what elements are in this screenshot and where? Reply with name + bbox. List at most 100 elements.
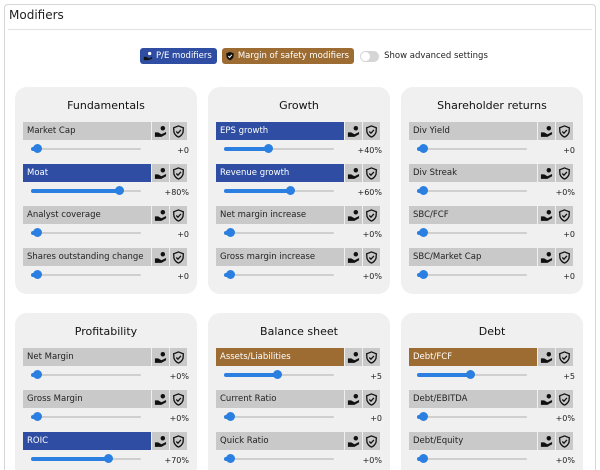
pe-modifier-button[interactable] xyxy=(538,432,555,450)
slider-thumb[interactable] xyxy=(418,144,428,153)
slider-thumb[interactable] xyxy=(418,228,428,237)
modifier-slider[interactable] xyxy=(31,454,141,463)
mos-modifier-button[interactable] xyxy=(170,432,187,450)
modifier-label[interactable]: Gross margin increase xyxy=(216,248,344,266)
mos-modifier-button[interactable] xyxy=(556,248,573,266)
pe-modifier-button[interactable] xyxy=(538,164,555,182)
modifier-label[interactable]: Div Streak xyxy=(409,164,537,182)
modifier-slider[interactable] xyxy=(417,370,527,379)
slider-thumb[interactable] xyxy=(272,370,282,379)
mos-modifier-button[interactable] xyxy=(556,390,573,408)
mos-modifier-button[interactable] xyxy=(363,248,380,266)
modifier-label[interactable]: Debt/EBITDA xyxy=(409,390,537,408)
modifier-label[interactable]: Shares outstanding change xyxy=(23,248,151,266)
pe-modifier-button[interactable] xyxy=(345,164,362,182)
mos-modifier-button[interactable] xyxy=(363,432,380,450)
mos-modifier-button[interactable] xyxy=(363,206,380,224)
mos-modifier-button[interactable] xyxy=(170,164,187,182)
modifier-label[interactable]: Div Yield xyxy=(409,122,537,140)
slider-thumb[interactable] xyxy=(104,454,113,463)
pe-modifier-button[interactable] xyxy=(345,248,362,266)
slider-thumb[interactable] xyxy=(418,412,428,421)
modifier-slider[interactable] xyxy=(224,186,334,195)
pe-modifier-button[interactable] xyxy=(152,122,169,140)
pe-modifier-button[interactable] xyxy=(152,164,169,182)
mos-modifier-button[interactable] xyxy=(363,122,380,140)
mos-modifiers-toggle[interactable]: Margin of safety modifiers xyxy=(221,48,355,64)
pe-modifier-button[interactable] xyxy=(152,206,169,224)
slider-thumb[interactable] xyxy=(32,228,42,237)
modifier-slider[interactable] xyxy=(224,228,334,237)
pe-modifier-button[interactable] xyxy=(538,248,555,266)
pe-modifier-button[interactable] xyxy=(538,390,555,408)
mos-modifier-button[interactable] xyxy=(170,248,187,266)
modifier-slider[interactable] xyxy=(224,144,334,153)
slider-thumb[interactable] xyxy=(465,370,475,379)
slider-thumb[interactable] xyxy=(225,228,235,237)
mos-modifier-button[interactable] xyxy=(363,390,380,408)
mos-modifier-button[interactable] xyxy=(556,206,573,224)
pe-modifier-button[interactable] xyxy=(538,206,555,224)
modifier-label[interactable]: Assets/Liabilities xyxy=(216,348,344,366)
modifier-label[interactable]: SBC/Market Cap xyxy=(409,248,537,266)
modifier-slider[interactable] xyxy=(31,228,141,237)
modifier-label[interactable]: SBC/FCF xyxy=(409,206,537,224)
modifier-label[interactable]: Moat xyxy=(23,164,151,182)
slider-thumb[interactable] xyxy=(418,454,428,463)
slider-thumb[interactable] xyxy=(264,144,273,153)
modifier-label[interactable]: Gross Margin xyxy=(23,390,151,408)
pe-modifiers-toggle[interactable]: P/E modifiers xyxy=(140,48,217,64)
mos-modifier-button[interactable] xyxy=(170,206,187,224)
mos-modifier-button[interactable] xyxy=(363,164,380,182)
slider-thumb[interactable] xyxy=(418,270,428,279)
modifier-slider[interactable] xyxy=(417,412,527,421)
modifier-slider[interactable] xyxy=(417,270,527,279)
modifier-slider[interactable] xyxy=(31,186,141,195)
advanced-settings-switch[interactable] xyxy=(360,50,380,62)
mos-modifier-button[interactable] xyxy=(170,122,187,140)
modifier-label[interactable]: Debt/FCF xyxy=(409,348,537,366)
modifier-slider[interactable] xyxy=(417,144,527,153)
slider-thumb[interactable] xyxy=(32,370,42,379)
modifier-slider[interactable] xyxy=(31,370,141,379)
slider-thumb[interactable] xyxy=(225,270,235,279)
modifier-slider[interactable] xyxy=(31,144,141,153)
slider-thumb[interactable] xyxy=(32,270,42,279)
modifier-slider[interactable] xyxy=(224,270,334,279)
mos-modifier-button[interactable] xyxy=(556,348,573,366)
modifier-label[interactable]: EPS growth xyxy=(216,122,344,140)
mos-modifier-button[interactable] xyxy=(556,122,573,140)
pe-modifier-button[interactable] xyxy=(345,348,362,366)
modifier-label[interactable]: ROIC xyxy=(23,432,151,450)
slider-thumb[interactable] xyxy=(225,412,235,421)
mos-modifier-button[interactable] xyxy=(556,432,573,450)
modifier-label[interactable]: Net Margin xyxy=(23,348,151,366)
pe-modifier-button[interactable] xyxy=(152,248,169,266)
pe-modifier-button[interactable] xyxy=(345,122,362,140)
pe-modifier-button[interactable] xyxy=(345,206,362,224)
pe-modifier-button[interactable] xyxy=(538,122,555,140)
modifier-slider[interactable] xyxy=(417,454,527,463)
mos-modifier-button[interactable] xyxy=(170,390,187,408)
modifier-slider[interactable] xyxy=(31,412,141,421)
slider-thumb[interactable] xyxy=(225,454,235,463)
modifier-slider[interactable] xyxy=(417,186,527,195)
modifier-label[interactable]: Net margin increase xyxy=(216,206,344,224)
modifier-label[interactable]: Current Ratio xyxy=(216,390,344,408)
modifier-slider[interactable] xyxy=(224,370,334,379)
modifier-slider[interactable] xyxy=(417,228,527,237)
slider-thumb[interactable] xyxy=(32,412,42,421)
modifier-label[interactable]: Market Cap xyxy=(23,122,151,140)
modifier-label[interactable]: Analyst coverage xyxy=(23,206,151,224)
pe-modifier-button[interactable] xyxy=(538,348,555,366)
modifier-slider[interactable] xyxy=(31,270,141,279)
pe-modifier-button[interactable] xyxy=(152,432,169,450)
mos-modifier-button[interactable] xyxy=(363,348,380,366)
modifier-label[interactable]: Revenue growth xyxy=(216,164,344,182)
slider-thumb[interactable] xyxy=(418,186,428,195)
pe-modifier-button[interactable] xyxy=(345,432,362,450)
modifier-slider[interactable] xyxy=(224,412,334,421)
pe-modifier-button[interactable] xyxy=(152,348,169,366)
pe-modifier-button[interactable] xyxy=(152,390,169,408)
modifier-slider[interactable] xyxy=(224,454,334,463)
